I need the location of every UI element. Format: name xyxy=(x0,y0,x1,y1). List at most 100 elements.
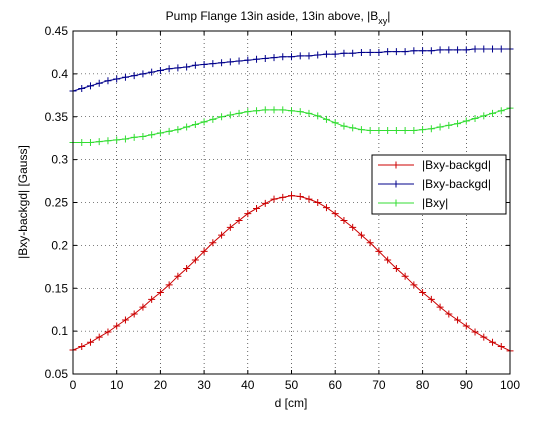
data-point-marker xyxy=(209,60,217,68)
data-point-marker xyxy=(113,75,121,83)
data-point-marker xyxy=(497,107,505,115)
x-tick-label: 90 xyxy=(460,378,474,392)
data-point-marker xyxy=(349,49,357,57)
data-point-marker xyxy=(121,135,129,143)
data-point-marker xyxy=(366,126,374,134)
y-axis-label: |Bxy-backgd| [Gauss] xyxy=(16,145,30,259)
chart-title: Pump Flange 13in aside, 13in above, |Bxy… xyxy=(166,9,391,26)
data-point-marker xyxy=(156,289,164,297)
legend-item: |Bxy-backgd| xyxy=(378,158,491,172)
data-point-marker xyxy=(357,48,365,56)
data-point-marker xyxy=(253,55,261,63)
data-point-marker xyxy=(183,63,191,71)
data-point-marker xyxy=(410,126,418,134)
data-point-marker xyxy=(471,328,479,336)
x-tick-label: 30 xyxy=(197,378,211,392)
data-point-marker xyxy=(174,272,182,280)
data-point-marker xyxy=(462,117,470,125)
data-point-marker xyxy=(235,217,243,225)
data-point-marker xyxy=(410,281,418,289)
data-point-marker xyxy=(279,193,287,201)
data-point-marker xyxy=(497,343,505,351)
data-point-marker xyxy=(419,126,427,134)
data-point-marker xyxy=(200,60,208,68)
data-point-marker xyxy=(349,124,357,132)
data-point-marker xyxy=(296,52,304,60)
data-point-marker xyxy=(349,223,357,231)
data-point-marker xyxy=(130,72,138,80)
data-point-marker xyxy=(218,113,226,121)
data-point-marker xyxy=(270,195,278,203)
y-tick-label: 0.3 xyxy=(51,153,68,167)
y-tick-label: 0.15 xyxy=(45,281,69,295)
data-point-marker xyxy=(340,122,348,130)
data-point-marker xyxy=(322,204,330,212)
data-point-marker xyxy=(340,217,348,225)
series-3 xyxy=(69,104,514,146)
series-2 xyxy=(69,45,514,95)
data-point-marker xyxy=(340,49,348,57)
data-point-marker xyxy=(436,303,444,311)
data-point-marker xyxy=(165,127,173,135)
legend-label: |Bxy-backgd| xyxy=(422,158,491,172)
data-point-marker xyxy=(95,79,103,87)
y-tick-label: 0.05 xyxy=(45,367,69,381)
data-point-marker xyxy=(95,333,103,341)
data-point-marker xyxy=(288,53,295,61)
data-point-marker xyxy=(445,310,453,318)
data-point-marker xyxy=(489,338,497,346)
data-point-marker xyxy=(226,111,234,119)
data-point-marker xyxy=(392,48,400,56)
data-point-marker xyxy=(471,45,479,53)
data-point-marker xyxy=(384,256,392,264)
data-point-marker xyxy=(139,70,147,78)
y-tick-label: 0.25 xyxy=(45,196,69,210)
series-layer xyxy=(69,45,514,355)
series-1 xyxy=(69,192,514,355)
data-point-marker xyxy=(95,138,103,146)
data-point-marker xyxy=(78,138,86,146)
data-point-marker xyxy=(436,46,444,54)
tick-marks xyxy=(72,30,511,375)
data-point-marker xyxy=(384,126,392,134)
data-point-marker xyxy=(261,54,269,62)
data-point-marker xyxy=(366,239,374,247)
data-point-marker xyxy=(244,108,252,116)
x-tick-labels: 0 10 20 30 40 50 60 70 80 90 100 xyxy=(70,378,521,392)
data-point-marker xyxy=(104,328,112,336)
data-point-marker xyxy=(314,112,322,120)
data-point-marker xyxy=(366,48,374,56)
data-point-marker xyxy=(139,132,147,140)
data-point-marker xyxy=(183,123,191,131)
data-point-marker xyxy=(331,50,339,58)
data-point-marker xyxy=(104,77,112,85)
data-point-marker xyxy=(279,106,287,114)
data-point-marker xyxy=(305,52,313,60)
data-point-marker xyxy=(113,136,121,144)
legend-marker xyxy=(392,180,400,188)
x-tick-label: 40 xyxy=(241,378,255,392)
data-point-marker xyxy=(480,333,488,341)
data-point-marker xyxy=(454,46,462,54)
legend-marker xyxy=(392,199,400,207)
data-point-marker xyxy=(392,265,400,273)
data-point-marker xyxy=(436,123,444,131)
data-point-marker xyxy=(454,120,462,128)
data-point-marker xyxy=(148,131,156,139)
data-point-marker xyxy=(156,66,164,74)
data-point-marker xyxy=(305,195,313,203)
data-point-marker xyxy=(497,45,505,53)
data-point-marker xyxy=(427,125,435,133)
data-point-marker xyxy=(357,231,365,239)
data-point-marker xyxy=(244,56,252,64)
y-tick-label: 0.45 xyxy=(45,24,69,38)
data-point-marker xyxy=(454,316,462,324)
data-point-marker xyxy=(445,46,453,54)
y-tick-label: 0.1 xyxy=(51,324,68,338)
data-point-marker xyxy=(78,84,86,92)
data-point-marker xyxy=(86,338,94,346)
legend-label: |Bxy-backgd| xyxy=(422,177,491,191)
data-point-marker xyxy=(375,126,383,134)
data-point-marker xyxy=(322,115,330,123)
